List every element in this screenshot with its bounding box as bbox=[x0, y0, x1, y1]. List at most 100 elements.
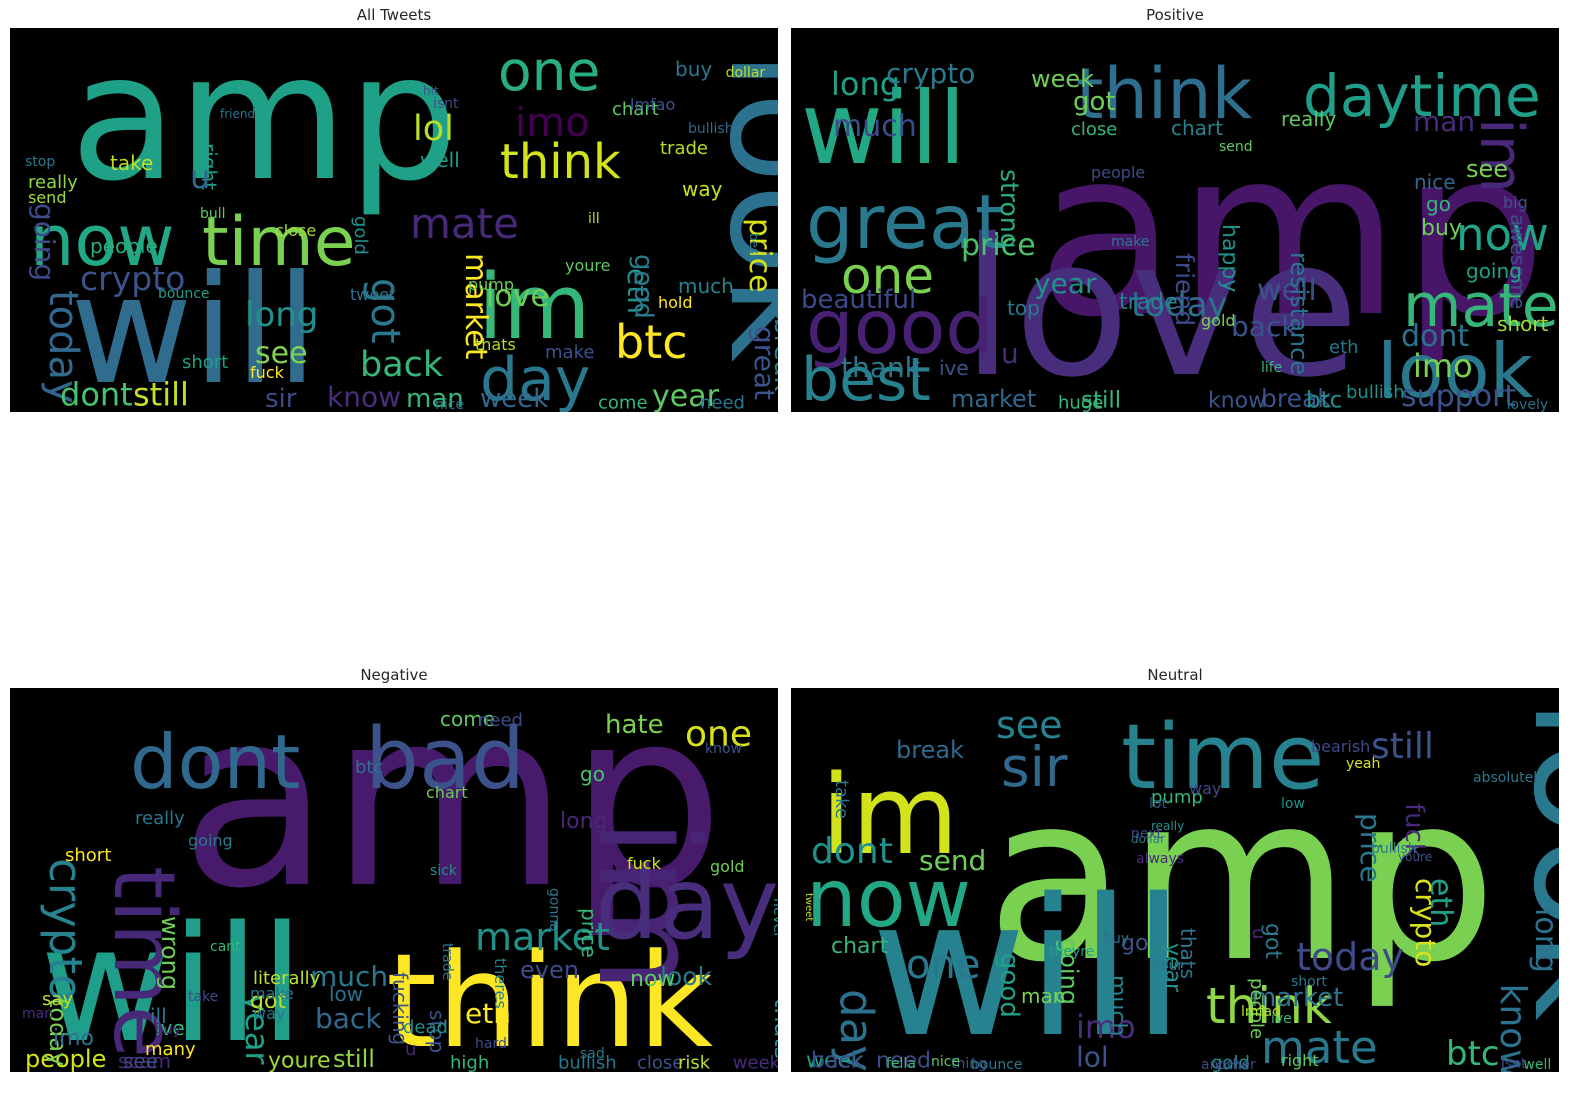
wordcloud-word: one bbox=[498, 39, 600, 103]
wordcloud-word: know bbox=[327, 380, 401, 412]
wordcloud-word: break bbox=[768, 318, 778, 392]
wordcloud-word: break bbox=[1261, 384, 1332, 412]
wordcloud-word: u bbox=[405, 1039, 416, 1060]
wordcloud-canvas: amp will look now time im one day think btc imo mat… bbox=[10, 28, 778, 412]
wordcloud-word: know bbox=[705, 741, 742, 757]
wordcloud-word: think bbox=[386, 925, 713, 1072]
wordcloud-word: back bbox=[315, 1002, 382, 1035]
wordcloud-word: market bbox=[1251, 983, 1343, 1013]
wordcloud-word: buy bbox=[675, 57, 712, 81]
wordcloud-word: btc bbox=[615, 315, 688, 369]
wordcloud-word: bullish bbox=[1371, 841, 1417, 857]
wordcloud-word: nice bbox=[1414, 170, 1456, 194]
wordcloud-word: tweet bbox=[803, 893, 814, 921]
wordcloud-svg: amp will look now time im one day think btc imo mat… bbox=[25, 28, 778, 412]
wordcloud-word: amp bbox=[1036, 101, 1547, 368]
wordcloud-word: ill bbox=[588, 211, 600, 227]
wordcloud-word: right bbox=[1281, 1051, 1319, 1070]
wordcloud-word: sad bbox=[580, 1046, 605, 1062]
wordcloud-word: man bbox=[1021, 984, 1065, 1008]
wordcloud-word: fuck bbox=[627, 854, 662, 873]
wordcloud-word: stop bbox=[25, 154, 55, 170]
chart-title: Neutral bbox=[1147, 666, 1203, 684]
wordcloud-word: mate bbox=[1261, 1021, 1378, 1072]
wordcloud-word: man bbox=[1413, 105, 1475, 138]
wordcloud-word: come bbox=[598, 392, 648, 412]
wordcloud-word: go bbox=[1426, 192, 1451, 216]
wordcloud-word: week bbox=[1031, 65, 1094, 93]
wordcloud-word: one bbox=[685, 714, 752, 755]
wordcloud-word: good bbox=[994, 953, 1024, 1018]
wordcloud-word: make bbox=[1111, 234, 1149, 250]
wordcloud-word: time bbox=[94, 866, 193, 1058]
wordcloud-word: thank bbox=[841, 351, 922, 384]
wordcloud-word: bearish bbox=[1311, 737, 1370, 756]
wordcloud-word: see bbox=[1466, 155, 1508, 183]
wordcloud-word: going bbox=[1055, 938, 1083, 1005]
wordcloud-word: dont bbox=[811, 831, 893, 872]
wordcloud-word: will bbox=[70, 244, 318, 412]
wordcloud-word: man bbox=[406, 384, 464, 412]
wordcloud-word: market bbox=[475, 915, 610, 959]
wordcloud-word: sir bbox=[265, 384, 297, 412]
wordcloud-word: back bbox=[811, 1049, 864, 1072]
wordcloud-word: imo bbox=[53, 1026, 94, 1051]
wordcloud-word: next bbox=[1131, 826, 1163, 842]
wordcloud-word: people bbox=[25, 1045, 106, 1072]
wordcloud-word: crypto bbox=[80, 259, 185, 298]
wordcloud-word: thing bbox=[951, 1056, 987, 1072]
wordcloud-word: ive bbox=[1271, 1011, 1292, 1027]
wordcloud-word: bull bbox=[200, 206, 226, 222]
wordcloud-word: bounce bbox=[158, 286, 210, 302]
wordcloud-word: year bbox=[238, 993, 276, 1065]
wordcloud-word: fuck bbox=[250, 363, 285, 382]
wordcloud-word: gold bbox=[710, 857, 745, 876]
wordcloud-word: make bbox=[250, 984, 294, 1003]
wordcloud-word: really bbox=[1281, 107, 1336, 131]
wordcloud-word: price bbox=[961, 228, 1036, 263]
wordcloud-word: week bbox=[733, 1052, 778, 1072]
wordcloud-word: good bbox=[806, 283, 993, 371]
wordcloud-word: isnt bbox=[1501, 1056, 1527, 1072]
wordcloud-word: price bbox=[577, 908, 601, 958]
wordcloud-word: now bbox=[630, 967, 675, 992]
wordcloud-word: send bbox=[28, 188, 66, 207]
wordcloud-word: make bbox=[545, 342, 594, 363]
wordcloud-word: look bbox=[696, 50, 778, 362]
wordcloud-word: time bbox=[1121, 705, 1324, 810]
wordcloud-word: awesome bbox=[1506, 214, 1530, 309]
wordcloud-word: buy bbox=[1103, 931, 1129, 947]
wordcloud-word: need bbox=[876, 1049, 931, 1072]
wordcloud-word: lol bbox=[413, 109, 454, 149]
wordcloud-word: youre bbox=[1398, 850, 1432, 864]
wordcloud-word: long bbox=[1528, 908, 1559, 973]
wordcloud-word: chart bbox=[612, 99, 659, 120]
wordcloud-word: wrong bbox=[156, 916, 184, 990]
wordcloud-word: lot bbox=[1149, 796, 1167, 812]
wordcloud-word: need bbox=[478, 710, 523, 731]
wordcloud-word: great bbox=[748, 326, 778, 400]
wordcloud-word: take bbox=[110, 151, 153, 175]
wordcloud-word: imo bbox=[515, 100, 590, 146]
wordcloud-word: see bbox=[123, 1049, 158, 1072]
wordcloud-word: hour bbox=[1151, 958, 1183, 974]
wordcloud-word: close bbox=[637, 1052, 683, 1072]
wordcloud-word: got bbox=[362, 278, 408, 344]
wordcloud-word: come bbox=[1216, 1059, 1249, 1072]
wordcloud-word: dont bbox=[130, 718, 300, 806]
wordcloud-word: now bbox=[1456, 208, 1549, 261]
wordcloud-word: year bbox=[1160, 943, 1185, 993]
wordcloud-word: good bbox=[628, 254, 658, 319]
wordcloud-word: chart bbox=[426, 783, 468, 802]
wordcloud-word: much bbox=[678, 274, 734, 298]
wordcloud-word: im bbox=[478, 255, 591, 360]
wordcloud-canvas: amp love will think daytime great good best look… bbox=[791, 28, 1559, 412]
wordcloud-word: sick bbox=[430, 863, 458, 879]
wordcloud-word: way bbox=[1189, 779, 1221, 798]
wordcloud-word: price bbox=[1354, 813, 1387, 883]
wordcloud-word: friend bbox=[1170, 253, 1199, 326]
wordcloud-word: still bbox=[1081, 387, 1121, 412]
wordcloud-word: scam bbox=[118, 1049, 171, 1072]
